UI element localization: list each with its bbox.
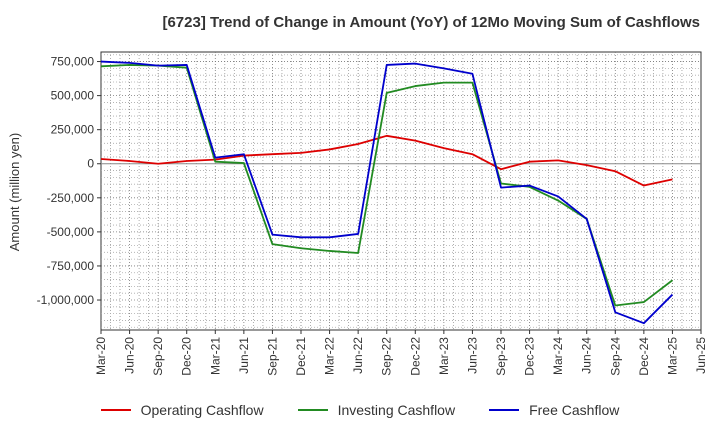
chart-root: [6723] Trend of Change in Amount (YoY) o… xyxy=(0,0,720,440)
x-tick-label: Dec-23 xyxy=(523,337,537,376)
x-tick-label: Mar-23 xyxy=(437,337,451,375)
legend: Operating Cashflow Investing Cashflow Fr… xyxy=(0,402,720,418)
y-tick-label: -250,000 xyxy=(47,191,95,205)
x-tick-label: Mar-24 xyxy=(551,337,565,375)
x-tick-label: Sep-23 xyxy=(494,337,508,376)
x-tick-label: Mar-25 xyxy=(665,337,679,375)
legend-swatch-operating xyxy=(101,409,131,411)
legend-item-investing: Investing Cashflow xyxy=(298,402,456,418)
x-tick-label: Dec-21 xyxy=(294,337,308,376)
legend-swatch-investing xyxy=(298,409,328,411)
x-tick-label: Jun-21 xyxy=(237,337,251,374)
x-tick-label: Dec-22 xyxy=(408,337,422,376)
x-tick-label: Jun-25 xyxy=(694,337,708,374)
x-tick-label: Jun-24 xyxy=(580,337,594,374)
legend-label-investing: Investing Cashflow xyxy=(338,402,456,418)
chart-svg: 750,000 500,000 250,000 0 -250,000 -500,000 -7… xyxy=(0,0,720,440)
x-tick-label: Dec-20 xyxy=(180,337,194,376)
series-line-investing-cashflow xyxy=(101,65,672,306)
legend-item-free: Free Cashflow xyxy=(489,402,619,418)
x-tick-label: Sep-20 xyxy=(151,337,165,376)
y-tick-label: 500,000 xyxy=(51,89,95,103)
y-tick-label: -500,000 xyxy=(47,225,95,239)
x-tick-label: Jun-23 xyxy=(465,337,479,374)
x-tick-label: Sep-21 xyxy=(265,337,279,376)
y-tick-label: -750,000 xyxy=(47,259,95,273)
x-tick-label: Mar-20 xyxy=(94,337,108,375)
x-tick-label: Sep-22 xyxy=(380,337,394,376)
y-axis-label: Amount (million yen) xyxy=(7,133,22,252)
y-tick-label: 0 xyxy=(87,157,94,171)
legend-label-free: Free Cashflow xyxy=(529,402,619,418)
y-tick-label: 750,000 xyxy=(51,55,95,69)
x-tick-label: Dec-24 xyxy=(637,337,651,376)
x-tick-label: Sep-24 xyxy=(608,337,622,376)
y-tick-label: -1,000,000 xyxy=(37,293,95,307)
y-tick-label: 250,000 xyxy=(51,123,95,137)
x-tick-label: Jun-20 xyxy=(123,337,137,374)
legend-item-operating: Operating Cashflow xyxy=(101,402,264,418)
grid-layer xyxy=(101,52,701,330)
legend-label-operating: Operating Cashflow xyxy=(141,402,264,418)
x-tick-label: Mar-22 xyxy=(323,337,337,375)
x-tick-label: Mar-21 xyxy=(208,337,222,375)
x-tick-label: Jun-22 xyxy=(351,337,365,374)
legend-swatch-free xyxy=(489,409,519,411)
